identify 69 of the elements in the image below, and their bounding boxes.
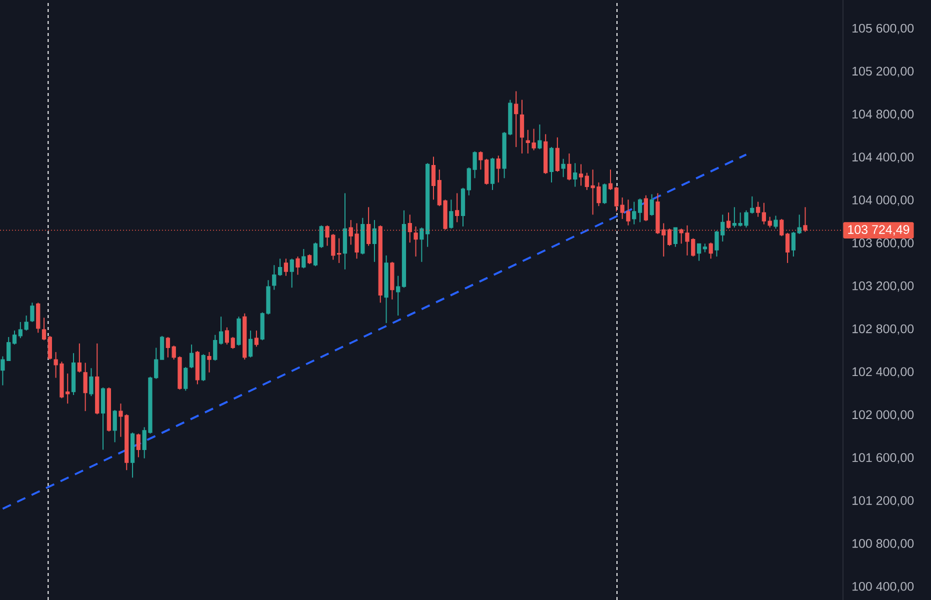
candlestick bbox=[184, 366, 188, 392]
y-tick-label: 105 200,00 bbox=[852, 66, 914, 78]
candlestick bbox=[30, 302, 34, 322]
candlestick bbox=[302, 248, 306, 269]
candlestick bbox=[708, 242, 713, 260]
candlestick bbox=[538, 124, 542, 150]
candlestick bbox=[785, 232, 790, 264]
candlestick bbox=[12, 330, 17, 346]
y-tick-label: 101 200,00 bbox=[852, 496, 914, 506]
y-tick-label: 100 800,00 bbox=[852, 539, 914, 550]
candlestick bbox=[207, 352, 212, 373]
candlestick bbox=[650, 194, 654, 216]
candlestick bbox=[213, 334, 218, 362]
candlestick bbox=[254, 330, 259, 348]
candlestick bbox=[307, 254, 312, 265]
candlestick bbox=[496, 155, 500, 183]
candlestick bbox=[218, 316, 224, 346]
y-tick-label: 101 600,00 bbox=[852, 453, 914, 464]
candlestick bbox=[296, 256, 300, 276]
candlestick bbox=[77, 342, 82, 373]
candlestick bbox=[638, 198, 642, 223]
candlestick bbox=[136, 433, 141, 458]
candlestick bbox=[573, 162, 578, 188]
y-tick-label: 102 000,00 bbox=[852, 410, 914, 421]
candlestick bbox=[396, 275, 400, 316]
candlestick bbox=[561, 158, 566, 178]
candlestick bbox=[578, 164, 584, 186]
candlestick bbox=[555, 136, 560, 172]
y-tick-label: 103 600,00 bbox=[852, 238, 914, 249]
candlestick bbox=[83, 362, 88, 412]
candlestick bbox=[319, 224, 324, 248]
y-tick-label: 104 000,00 bbox=[852, 196, 914, 206]
y-tick-label: 105 600,00 bbox=[852, 24, 914, 34]
candlestick bbox=[284, 258, 288, 276]
candlestick bbox=[455, 192, 460, 223]
candlestick bbox=[230, 336, 235, 350]
candlestick bbox=[48, 335, 52, 360]
candlestick bbox=[673, 227, 678, 248]
candlestick bbox=[774, 215, 778, 230]
candlestick bbox=[224, 326, 230, 346]
candlestick bbox=[602, 183, 607, 204]
candlestick bbox=[112, 410, 117, 443]
y-tick-label: 103 200,00 bbox=[852, 281, 914, 292]
ref-line-label: 103 724,49 bbox=[848, 225, 910, 236]
candlestick bbox=[696, 243, 702, 262]
y-tick-label: 102 400,00 bbox=[852, 367, 914, 378]
candlestick bbox=[248, 330, 253, 358]
candlestick bbox=[372, 220, 377, 262]
candlestick bbox=[608, 169, 613, 190]
candlestick bbox=[644, 194, 648, 222]
candlestick bbox=[313, 242, 318, 267]
candlestick bbox=[632, 201, 636, 225]
candlestick bbox=[726, 212, 731, 230]
candlestick bbox=[189, 344, 194, 369]
candlestick bbox=[431, 156, 436, 200]
y-tick-label: 100 400,00 bbox=[852, 582, 914, 592]
candlestick bbox=[290, 258, 294, 288]
candlestick bbox=[160, 335, 164, 360]
y-tick-label: 104 400,00 bbox=[852, 152, 914, 163]
candlestick bbox=[756, 201, 760, 218]
candlestick bbox=[89, 368, 94, 397]
y-tick-label: 102 800,00 bbox=[852, 324, 914, 335]
candlestick bbox=[42, 317, 46, 341]
candlestick bbox=[520, 99, 524, 154]
candlestick bbox=[514, 90, 518, 148]
candlestick bbox=[549, 146, 554, 183]
candlestick bbox=[567, 152, 572, 181]
y-tick-label: 104 800,00 bbox=[852, 110, 914, 120]
candlestick bbox=[449, 199, 454, 230]
